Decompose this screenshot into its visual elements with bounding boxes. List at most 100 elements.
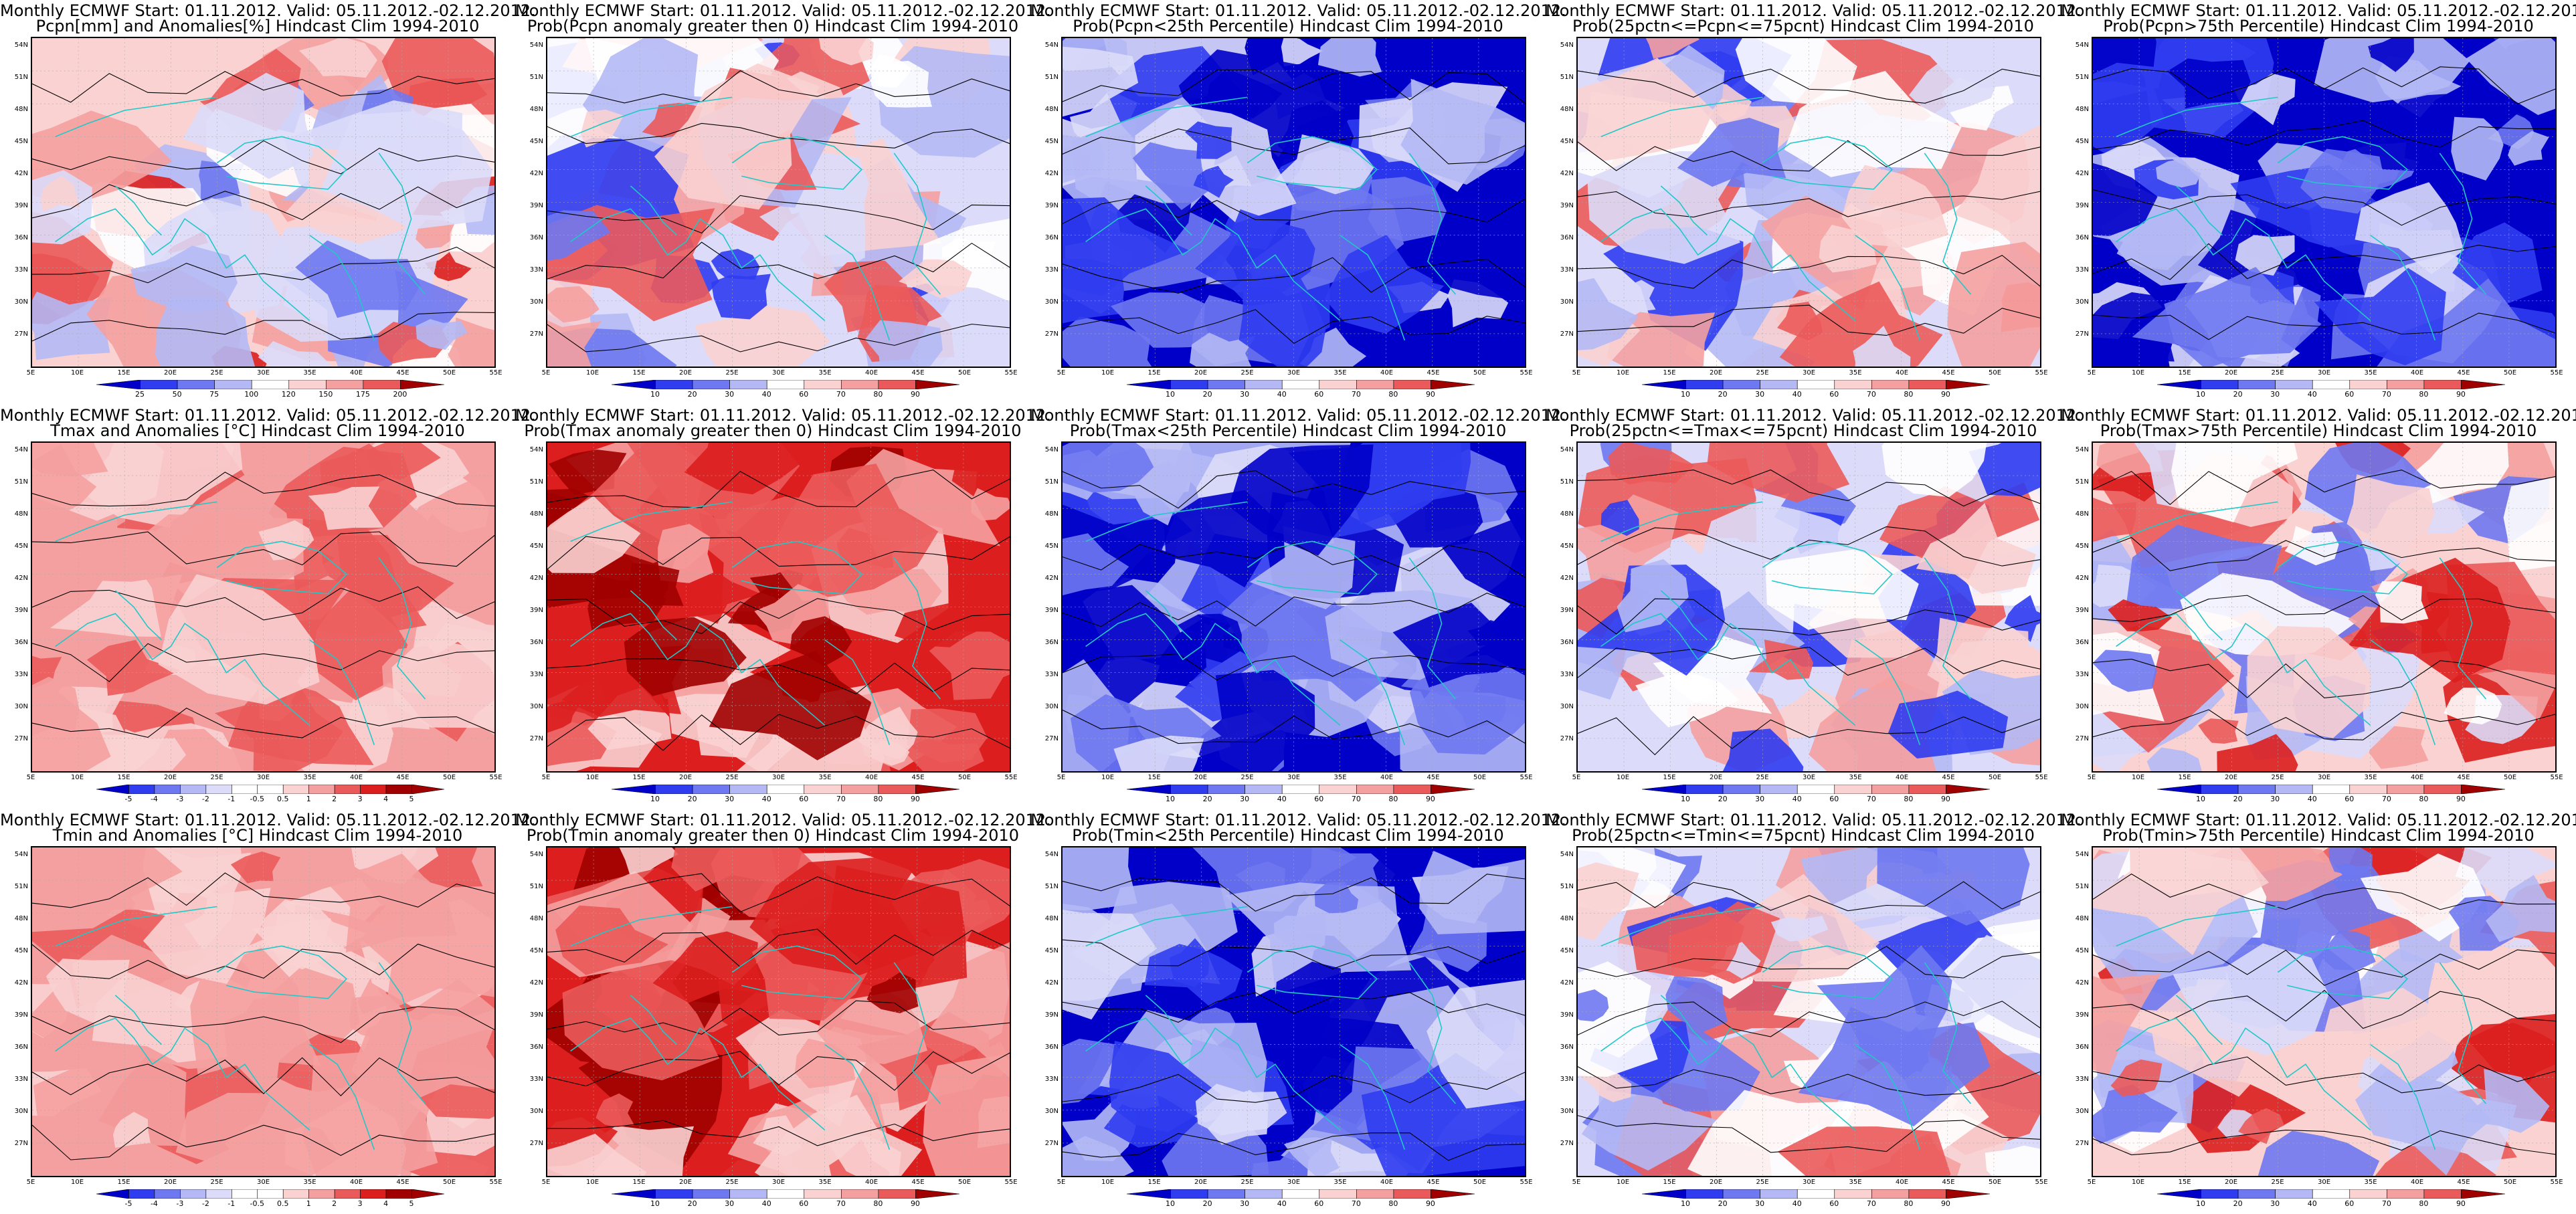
lon-tick-label: 5E bbox=[26, 1179, 35, 1186]
colorbar-box bbox=[766, 380, 804, 389]
lat-tick-label: 27N bbox=[1560, 1140, 1574, 1147]
coastline bbox=[378, 153, 426, 295]
colorbar-level-label: 70 bbox=[1866, 390, 1876, 399]
colorbar-box bbox=[325, 380, 363, 389]
coastline bbox=[2116, 613, 2371, 726]
colorbar-box bbox=[2237, 380, 2276, 389]
contour-line bbox=[2093, 120, 2555, 150]
lat-tick-label: 36N bbox=[529, 1043, 543, 1051]
lat-tick-label: 45N bbox=[1044, 542, 1059, 550]
lat-tick-label: 30N bbox=[1560, 703, 1574, 710]
lon-tick-label: 40E bbox=[2410, 774, 2424, 781]
coastline bbox=[1085, 208, 1341, 321]
shaded-region bbox=[2503, 477, 2555, 572]
colorbar-level-label: 60 bbox=[1314, 795, 1324, 803]
map-area bbox=[1061, 846, 1526, 1177]
panel-title-line2: Prob(25pctn<=Pcpn<=75pcnt) Hindcast Clim… bbox=[1572, 17, 2034, 35]
lat-tick-label: 45N bbox=[2075, 542, 2089, 550]
colorbar-level-label: 4 bbox=[383, 795, 389, 803]
lat-tick-label: 36N bbox=[1044, 1043, 1059, 1051]
lat-tick-label: 33N bbox=[1044, 671, 1059, 678]
contour-line bbox=[32, 643, 494, 682]
contour-line bbox=[32, 586, 494, 621]
contour-line bbox=[1578, 68, 2040, 104]
lat-tick-label: 27N bbox=[2075, 735, 2089, 742]
shaded-region bbox=[2508, 130, 2549, 166]
lat-tick-label: 30N bbox=[1560, 298, 1574, 306]
colorbar-level-label: 60 bbox=[1314, 390, 1324, 399]
contour-line bbox=[547, 536, 1010, 570]
shaded-region bbox=[1578, 58, 1714, 161]
panel-title-line1: Monthly ECMWF Start: 01.11.2012. Valid: … bbox=[1030, 1, 1566, 20]
colorbar-level-label: 70 bbox=[836, 795, 846, 803]
map-area bbox=[1576, 846, 2041, 1177]
lat-tick-label: 45N bbox=[1560, 542, 1574, 550]
colorbar-box bbox=[1318, 380, 1357, 389]
lat-tick-label: 36N bbox=[529, 234, 543, 241]
shaded-region bbox=[627, 563, 684, 606]
lon-tick-label: 5E bbox=[1056, 369, 1066, 377]
lon-tick-label: 55E bbox=[489, 774, 502, 781]
map-area bbox=[546, 846, 1011, 1177]
colorbar-box bbox=[611, 1189, 656, 1199]
lat-tick-label: 45N bbox=[14, 947, 28, 954]
colorbar-level-label: 20 bbox=[687, 390, 697, 399]
contour-line bbox=[1578, 140, 2040, 172]
lon-tick-label: 50E bbox=[442, 369, 456, 377]
colorbar-box bbox=[654, 785, 693, 794]
shaded-region bbox=[2452, 1023, 2555, 1101]
colorbar-box bbox=[1318, 785, 1357, 794]
colorbar-box bbox=[840, 1189, 879, 1199]
colorbar-box bbox=[359, 785, 386, 794]
panel-title-line1: Monthly ECMWF Start: 01.11.2012. Valid: … bbox=[515, 811, 1051, 829]
shaded-region bbox=[2093, 163, 2158, 236]
map-area bbox=[31, 846, 496, 1177]
lat-tick-label: 30N bbox=[1560, 1108, 1574, 1115]
panel-title-line2: Prob(25pctn<=Tmax<=75pcnt) Hindcast Clim… bbox=[1569, 421, 2037, 440]
colorbar-box bbox=[878, 1189, 916, 1199]
coastline bbox=[216, 945, 348, 999]
map-panel-tmin-gt0: Monthly ECMWF Start: 01.11.2012. Valid: … bbox=[515, 809, 1051, 1214]
shaded-region bbox=[2314, 38, 2470, 103]
shaded-region bbox=[1841, 165, 1949, 248]
coastline bbox=[1855, 639, 1921, 745]
contour-line bbox=[1063, 710, 1525, 744]
shaded-region bbox=[143, 884, 271, 984]
contour-line bbox=[32, 1006, 494, 1043]
colorbar-box bbox=[1833, 380, 1872, 389]
shaded-region bbox=[2173, 943, 2329, 1056]
colorbar-box bbox=[1685, 380, 1723, 389]
coastline bbox=[378, 557, 426, 700]
shaded-region bbox=[1879, 472, 2040, 580]
lon-tick-label: 45E bbox=[1942, 1179, 1955, 1186]
lat-tick-label: 27N bbox=[1560, 330, 1574, 338]
lon-tick-label: 40E bbox=[349, 774, 363, 781]
coastline bbox=[1408, 962, 1457, 1104]
shaded-region bbox=[1195, 209, 1315, 292]
lat-tick-label: 48N bbox=[1044, 510, 1059, 518]
lon-tick-label: 40E bbox=[1895, 369, 1909, 377]
colorbar-box bbox=[1281, 380, 1319, 389]
lon-tick-label: 15E bbox=[2178, 1179, 2191, 1186]
lat-tick-label: 42N bbox=[1560, 979, 1574, 987]
shaded-region bbox=[2347, 474, 2435, 563]
contour-line bbox=[1578, 716, 2040, 756]
lon-tick-label: 5E bbox=[26, 369, 35, 377]
contour-line bbox=[1578, 946, 2040, 979]
shaded-region bbox=[2314, 268, 2446, 366]
lon-tick-label: 30E bbox=[256, 369, 270, 377]
lon-tick-label: 35E bbox=[303, 1179, 316, 1186]
colorbar-level-label: 70 bbox=[1351, 390, 1361, 399]
panel-title-line2: Prob(Tmax<25th Percentile) Hindcast Clim… bbox=[1069, 421, 1507, 440]
colorbar-box bbox=[2423, 785, 2462, 794]
shaded-region bbox=[1619, 280, 1656, 312]
colorbar-box bbox=[399, 380, 444, 389]
panel-title-line2: Prob(Tmin<25th Percentile) Hindcast Clim… bbox=[1072, 826, 1504, 845]
shaded-region bbox=[2403, 443, 2509, 504]
lon-tick-label: 45E bbox=[2457, 774, 2470, 781]
lon-tick-label: 40E bbox=[2410, 1179, 2424, 1186]
lon-tick-label: 5E bbox=[1572, 774, 1581, 781]
map-panel-tmax-mid: Monthly ECMWF Start: 01.11.2012. Valid: … bbox=[1546, 405, 2082, 809]
map-field-svg bbox=[32, 443, 494, 771]
shaded-region bbox=[1135, 104, 1297, 223]
